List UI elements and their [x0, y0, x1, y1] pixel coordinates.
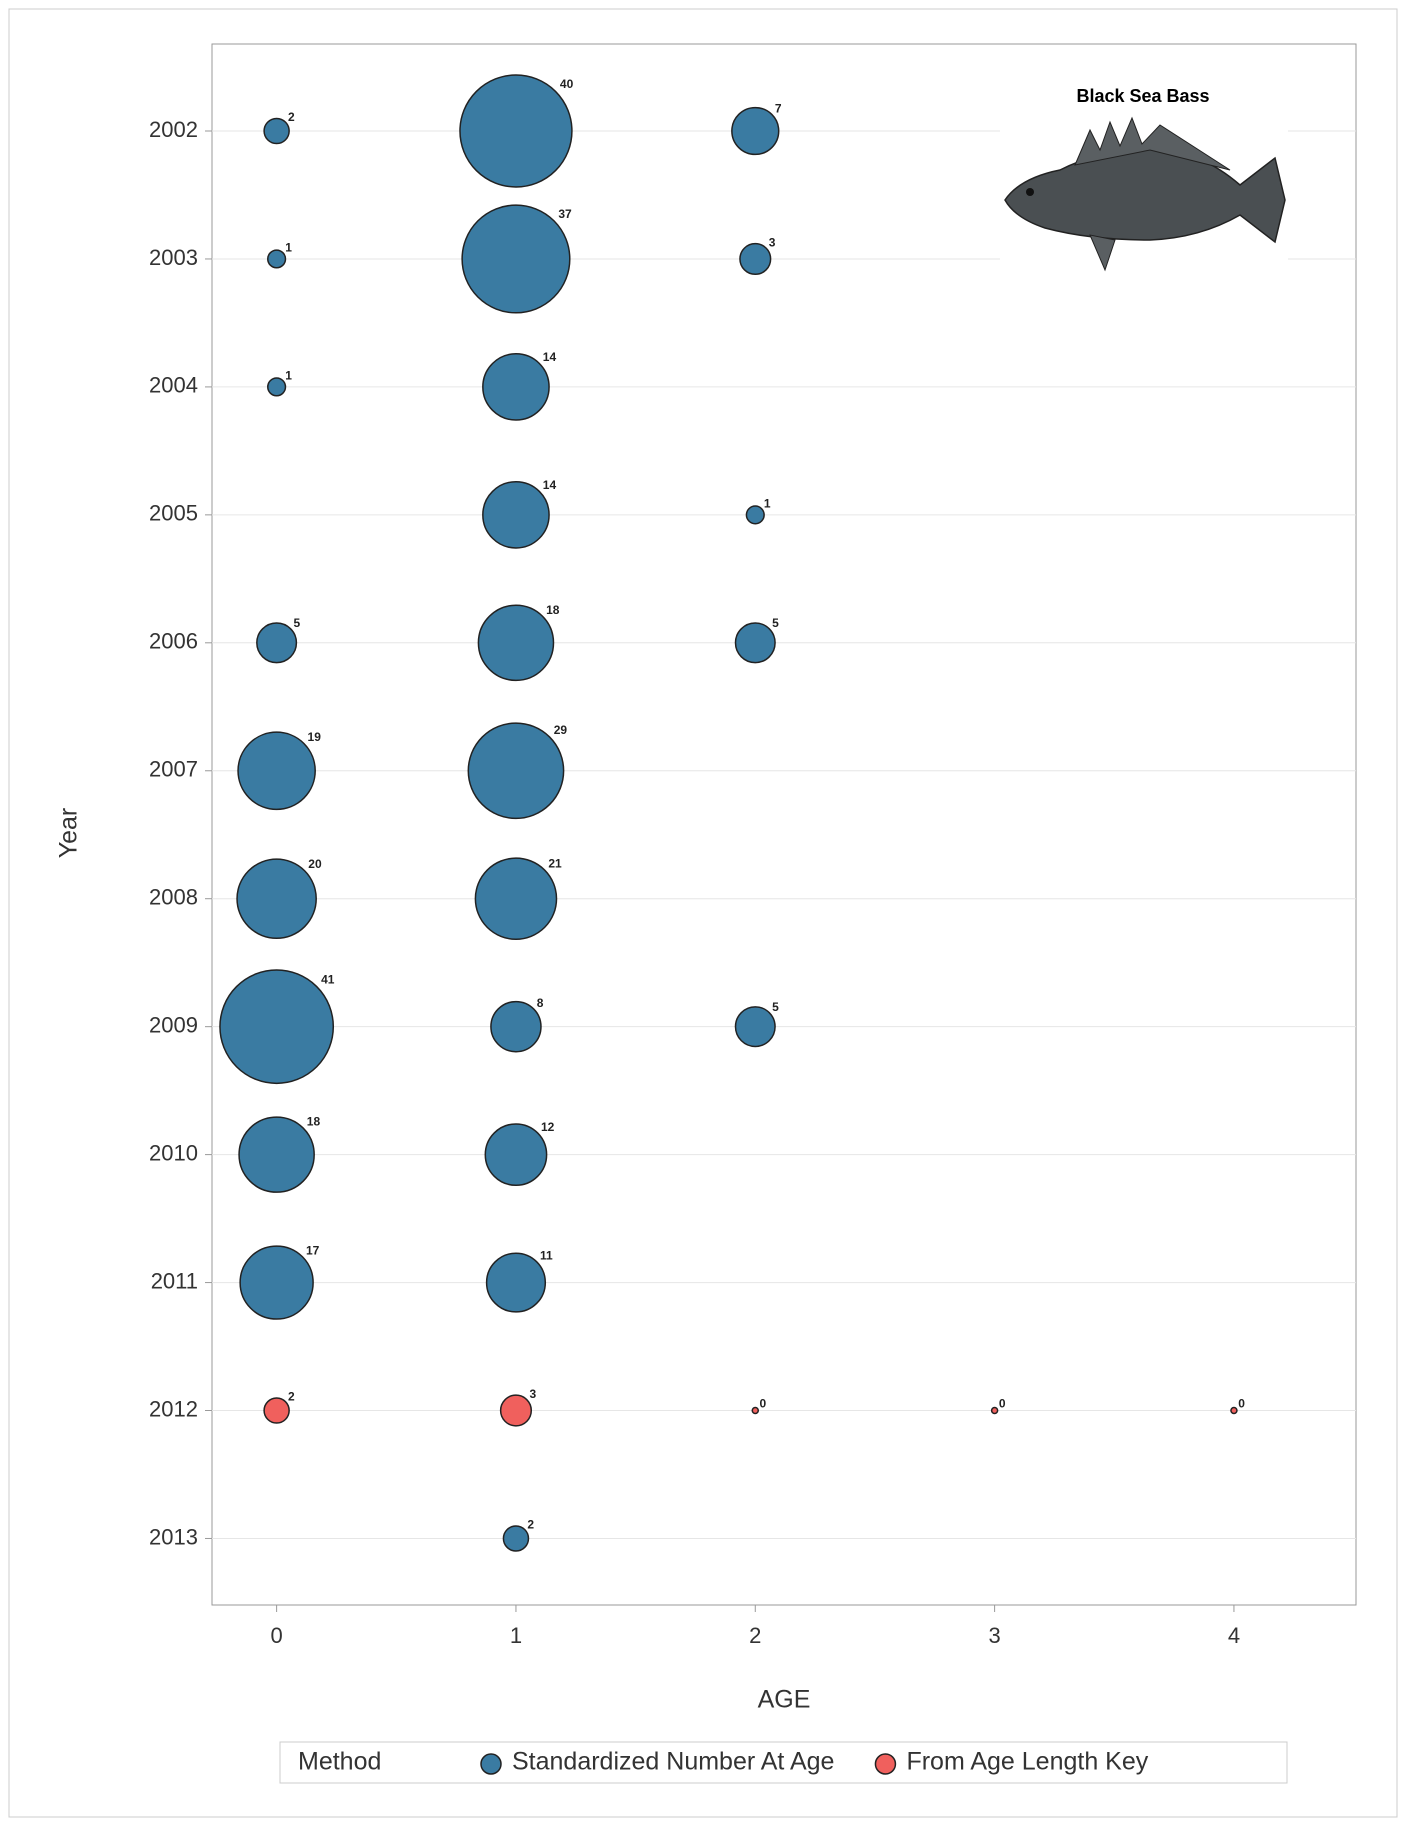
data-label: 2 — [288, 110, 295, 124]
data-label: 1 — [285, 240, 292, 254]
data-label: 12 — [541, 1120, 555, 1134]
y-axis-label: Year — [55, 808, 83, 859]
x-tick-label: 4 — [1228, 1623, 1240, 1648]
data-label: 1 — [764, 496, 771, 510]
bubble — [461, 204, 571, 314]
bubble — [751, 1406, 760, 1415]
bubble — [256, 622, 298, 664]
y-tick-label: 2003 — [149, 245, 198, 270]
data-label: 5 — [293, 616, 300, 630]
data-label: 3 — [769, 236, 776, 250]
y-tick-label: 2002 — [149, 117, 198, 142]
legend-title: Method — [298, 1748, 381, 1776]
data-label: 0 — [999, 1396, 1006, 1410]
bubble — [267, 377, 287, 397]
bubble — [474, 857, 558, 941]
data-label: 5 — [772, 1000, 779, 1014]
bubble — [263, 117, 290, 145]
legend-label: From Age Length Key — [906, 1748, 1148, 1776]
inset-title: Black Sea Bass — [1076, 86, 1209, 106]
bubble — [739, 242, 772, 276]
y-tick-label: 2004 — [149, 373, 198, 398]
fish-illustration — [1004, 116, 1286, 272]
y-tick-label: 2013 — [149, 1524, 198, 1549]
data-label: 14 — [543, 350, 557, 364]
bubble — [490, 1000, 542, 1053]
bubble — [734, 1006, 776, 1048]
plot-frame — [211, 43, 1357, 1606]
bubble — [467, 722, 565, 820]
bubble — [990, 1406, 999, 1415]
data-label: 17 — [306, 1243, 320, 1257]
bubble — [267, 249, 287, 269]
data-label: 14 — [543, 478, 557, 492]
data-label: 40 — [560, 77, 574, 91]
data-label: 8 — [537, 996, 544, 1010]
legend-box — [279, 1741, 1288, 1784]
data-label: 20 — [308, 857, 322, 871]
fish-inset: Black Sea Bass — [1000, 80, 1288, 275]
legend-marker — [480, 1753, 502, 1775]
bubble — [219, 969, 335, 1085]
y-tick-label: 2012 — [149, 1396, 198, 1421]
data-label: 5 — [772, 616, 779, 630]
data-label: 1 — [285, 368, 292, 382]
data-label: 0 — [1238, 1396, 1245, 1410]
x-axis-label: AGE — [758, 1686, 811, 1714]
y-tick-label: 2005 — [149, 501, 198, 526]
legend-marker — [874, 1753, 897, 1775]
data-label: 19 — [308, 730, 322, 744]
data-label: 3 — [529, 1387, 536, 1401]
data-label: 0 — [760, 1396, 767, 1410]
bubble — [482, 353, 550, 421]
x-tick-label: 2 — [749, 1623, 761, 1648]
y-tick-label: 2008 — [149, 885, 198, 910]
bubble — [745, 505, 765, 525]
x-tick-label: 1 — [510, 1623, 522, 1648]
data-label: 7 — [775, 102, 782, 116]
bubble — [482, 480, 550, 549]
bubble — [499, 1394, 533, 1427]
data-label: 2 — [288, 1389, 295, 1403]
bubble — [477, 604, 555, 682]
y-tick-label: 2006 — [149, 629, 198, 654]
data-label: 21 — [548, 856, 562, 870]
bubble — [237, 731, 316, 811]
bubble — [484, 1123, 548, 1187]
outer-border — [8, 8, 1398, 1818]
bubble — [502, 1525, 530, 1552]
bubble — [239, 1245, 314, 1320]
bubble — [1230, 1406, 1238, 1415]
data-label: 2 — [527, 1517, 534, 1531]
data-label: 29 — [554, 723, 568, 737]
y-tick-label: 2007 — [149, 757, 198, 782]
bubble — [485, 1252, 547, 1313]
y-tick-label: 2010 — [149, 1140, 198, 1165]
y-tick-label: 2009 — [149, 1012, 198, 1037]
data-label: 41 — [321, 972, 335, 986]
bubble — [459, 74, 573, 188]
x-tick-label: 3 — [988, 1623, 1000, 1648]
data-label: 18 — [307, 1115, 321, 1129]
bubble — [263, 1397, 290, 1424]
data-label: 11 — [540, 1249, 553, 1263]
legend-label: Standardized Number At Age — [512, 1748, 834, 1776]
data-label: 37 — [558, 207, 572, 221]
bubble — [734, 622, 776, 664]
bubble — [238, 1116, 315, 1193]
x-tick-label: 0 — [270, 1623, 282, 1648]
bubble — [731, 106, 780, 156]
data-label: 18 — [546, 603, 560, 617]
bubble — [236, 858, 317, 940]
y-tick-label: 2011 — [151, 1268, 198, 1293]
plot-area: 2002200320042005200620072008200920102011… — [149, 43, 1357, 1648]
